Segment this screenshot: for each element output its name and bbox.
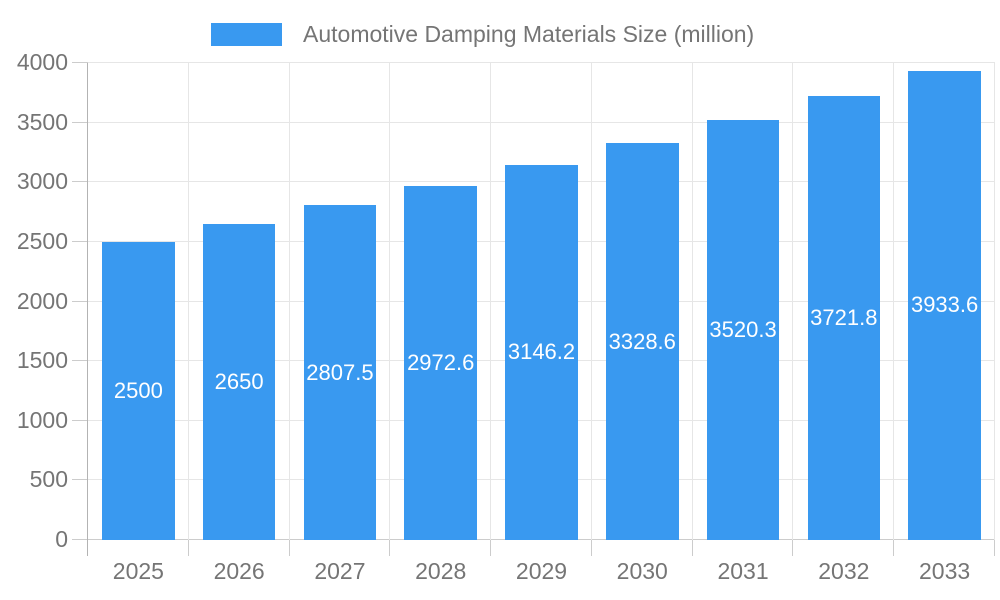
y-axis-tick: [72, 121, 88, 123]
x-axis-label: 2029: [515, 558, 568, 584]
x-axis-label: 2026: [213, 558, 265, 584]
gridline-vertical: [288, 63, 290, 540]
x-axis-label: 2027: [314, 558, 366, 584]
bar[interactable]: [605, 143, 679, 540]
x-axis-tick: [490, 540, 492, 556]
bar-value-label: 3721.8: [810, 305, 878, 331]
x-axis-tick: [187, 540, 189, 556]
y-axis-label: 0: [55, 526, 68, 552]
legend-swatch: [211, 23, 282, 46]
bar-value-label: 3933.6: [910, 292, 979, 318]
x-axis-label: 2025: [112, 558, 164, 584]
bar-value-label: 3146.2: [507, 339, 576, 365]
bar[interactable]: [908, 70, 981, 540]
y-axis-tick: [72, 479, 88, 481]
bar[interactable]: [404, 185, 477, 540]
y-axis-label: 1000: [16, 406, 68, 433]
x-axis-tick: [691, 540, 693, 556]
bar-value-label: 2500: [113, 377, 163, 403]
y-axis-tick: [72, 62, 88, 63]
bar-value-label: 2972.6: [407, 349, 475, 375]
x-axis-tick: [590, 540, 592, 556]
gridline-vertical: [187, 63, 189, 540]
y-axis-tick: [72, 181, 88, 183]
x-axis-tick: [792, 540, 794, 556]
x-axis-tick: [288, 540, 290, 556]
bar[interactable]: [202, 223, 276, 540]
bar[interactable]: [807, 96, 881, 540]
legend-label: Automotive Damping Materials Size (milli…: [303, 21, 755, 47]
x-axis-tick: [893, 540, 895, 556]
x-axis-label: 2030: [616, 558, 668, 584]
y-axis-label: 3500: [16, 108, 68, 135]
bar-value-label: 3520.3: [709, 317, 777, 343]
legend-item[interactable]: Automotive Damping Materials Size (milli…: [211, 21, 754, 48]
x-axis-tick: [389, 540, 391, 556]
y-axis-label: 4000: [16, 49, 68, 75]
gridline-vertical: [590, 63, 592, 540]
bar[interactable]: [303, 205, 377, 540]
y-axis-tick: [72, 360, 88, 362]
bar[interactable]: [706, 120, 780, 540]
bar[interactable]: [102, 241, 175, 540]
y-axis-tick: [72, 419, 88, 421]
bar[interactable]: [505, 164, 578, 540]
gridline-vertical: [994, 63, 995, 540]
y-axis-tick: [72, 539, 88, 540]
gridline-horizontal: [88, 121, 995, 123]
y-axis-label: 1500: [16, 347, 68, 374]
gridline-vertical: [389, 63, 391, 540]
y-axis-tick: [72, 240, 88, 242]
gridline-vertical: [490, 63, 492, 540]
x-axis-label: 2032: [818, 558, 870, 584]
gridline-vertical: [893, 63, 895, 540]
gridline-vertical: [792, 63, 794, 540]
bar-value-label: 2807.5: [306, 359, 374, 385]
y-axis-line: [87, 63, 88, 556]
bar-value-label: 2650: [214, 368, 264, 394]
y-axis-label: 3000: [16, 168, 68, 195]
x-axis-label: 2028: [415, 558, 467, 584]
y-axis-label: 2500: [16, 227, 68, 254]
y-axis-label: 500: [29, 466, 68, 493]
bar-value-label: 3328.6: [608, 328, 676, 354]
x-axis-label: 2033: [919, 558, 971, 584]
gridline-vertical: [691, 63, 693, 540]
x-axis-tick: [994, 540, 995, 556]
y-axis-label: 2000: [16, 287, 68, 314]
x-axis-label: 2031: [717, 558, 769, 584]
y-axis-tick: [72, 300, 88, 302]
gridline-horizontal: [88, 62, 995, 63]
